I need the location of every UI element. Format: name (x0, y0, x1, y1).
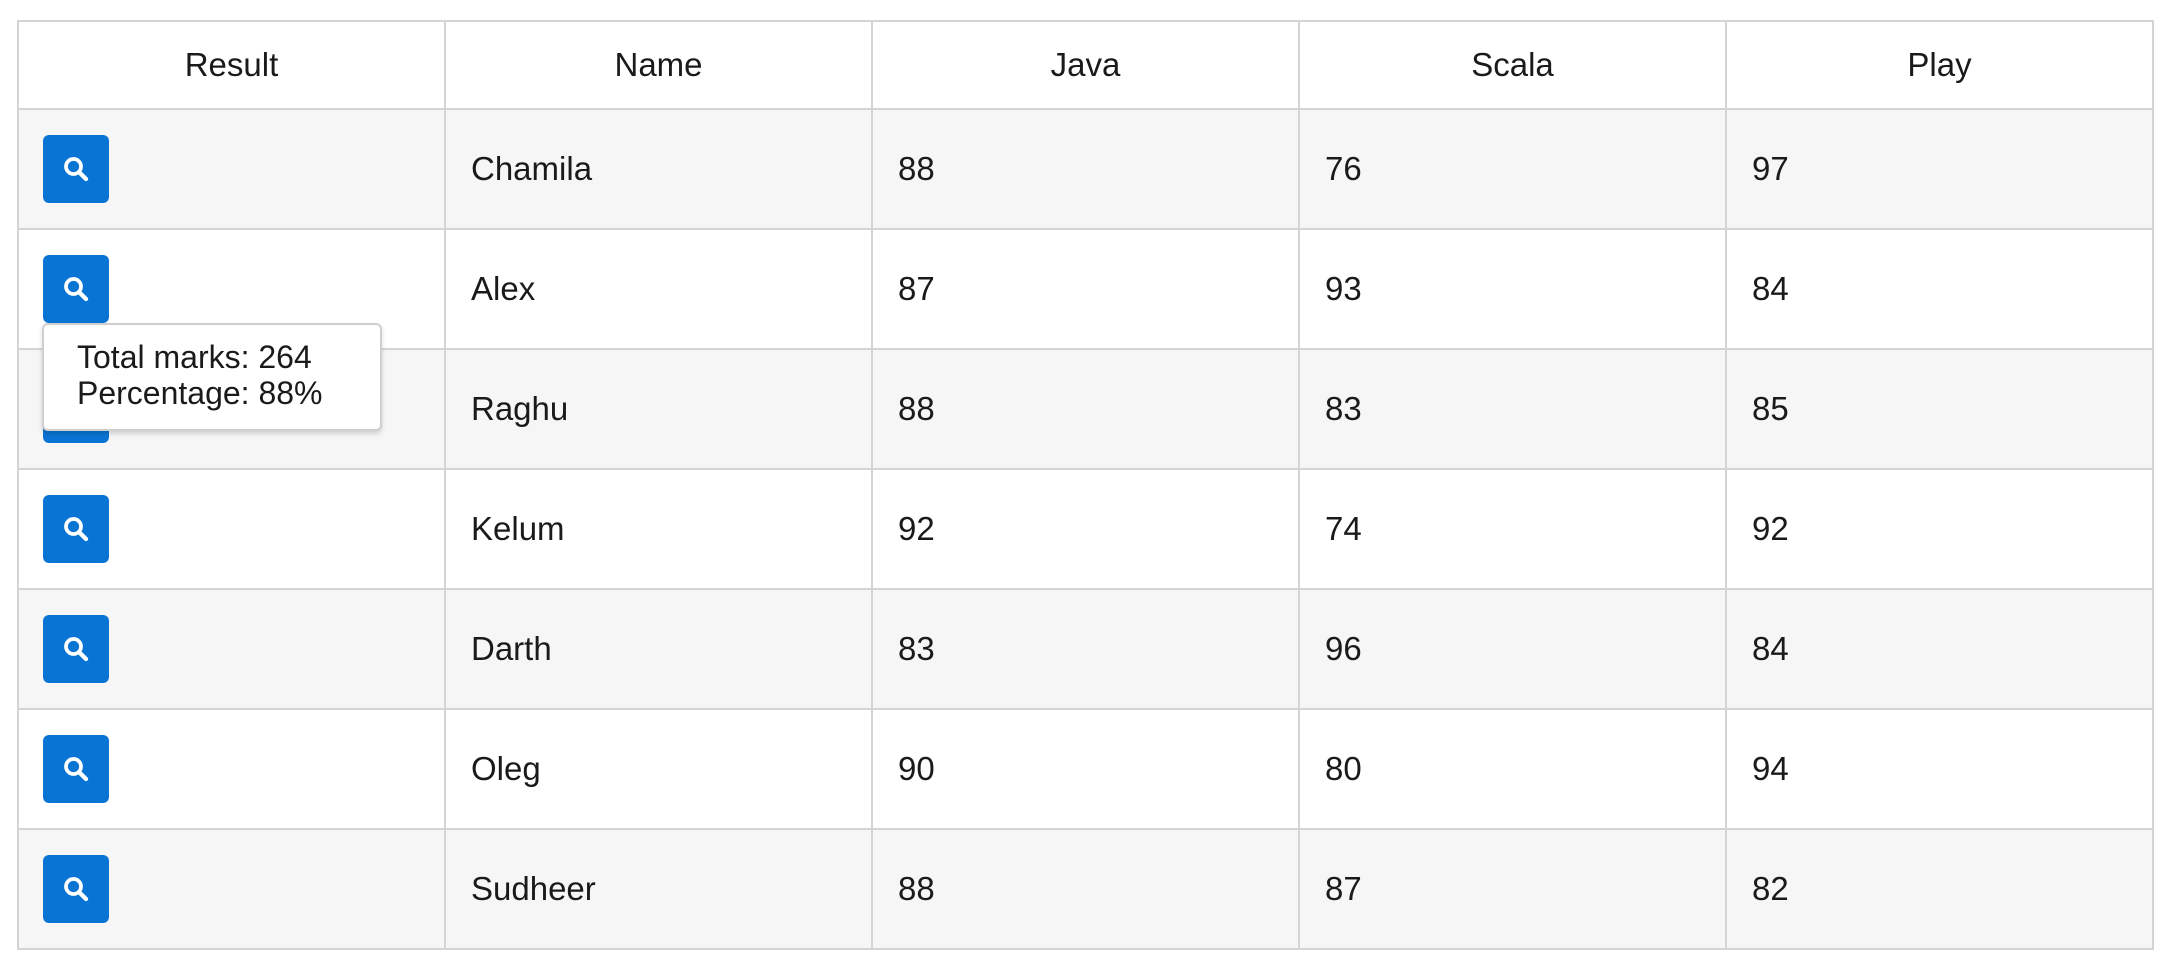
column-header-java: Java (871, 20, 1300, 110)
view-result-button[interactable] (43, 615, 109, 683)
column-header-name: Name (444, 20, 873, 110)
table-body: Chamila 88 76 97 Alex 87 93 84 Raghu 88 83 85 Kelum 9… (17, 108, 2154, 950)
search-icon (64, 637, 89, 662)
cell-java: 87 (871, 228, 1300, 350)
cell-scala: 83 (1298, 348, 1727, 470)
table-row: Alex 87 93 84 (17, 228, 2154, 350)
cell-scala: 87 (1298, 828, 1727, 950)
header-row: Result Name Java Scala Play (17, 20, 2154, 110)
cell-scala: 96 (1298, 588, 1727, 710)
cell-scala: 80 (1298, 708, 1727, 830)
cell-java: 83 (871, 588, 1300, 710)
cell-result (17, 468, 446, 590)
cell-name: Alex (444, 228, 873, 350)
cell-java: 88 (871, 828, 1300, 950)
results-table-container: Result Name Java Scala Play Chamila 88 76 9… (17, 20, 2154, 950)
search-icon (64, 757, 89, 782)
cell-java: 88 (871, 348, 1300, 470)
table-row: Darth 83 96 84 (17, 588, 2154, 710)
tooltip-total-marks: Total marks: 264 (77, 339, 312, 375)
cell-result (17, 108, 446, 230)
search-icon (64, 277, 89, 302)
view-result-button[interactable] (43, 855, 109, 923)
cell-java: 88 (871, 108, 1300, 230)
results-table: Result Name Java Scala Play Chamila 88 76 9… (17, 20, 2154, 950)
cell-scala: 93 (1298, 228, 1727, 350)
search-icon (64, 157, 89, 182)
tooltip-percentage: Percentage: 88% (77, 375, 323, 411)
cell-java: 90 (871, 708, 1300, 830)
cell-name: Chamila (444, 108, 873, 230)
cell-name: Raghu (444, 348, 873, 470)
cell-name: Darth (444, 588, 873, 710)
column-header-scala: Scala (1298, 20, 1727, 110)
search-icon (64, 517, 89, 542)
table-row: Oleg 90 80 94 (17, 708, 2154, 830)
cell-result (17, 588, 446, 710)
cell-result (17, 828, 446, 950)
cell-scala: 76 (1298, 108, 1727, 230)
cell-play: 92 (1725, 468, 2154, 590)
cell-play: 84 (1725, 588, 2154, 710)
cell-name: Kelum (444, 468, 873, 590)
cell-scala: 74 (1298, 468, 1727, 590)
cell-play: 84 (1725, 228, 2154, 350)
cell-result (17, 708, 446, 830)
cell-name: Oleg (444, 708, 873, 830)
cell-java: 92 (871, 468, 1300, 590)
cell-play: 82 (1725, 828, 2154, 950)
table-row: Sudheer 88 87 82 (17, 828, 2154, 950)
cell-play: 94 (1725, 708, 2154, 830)
table-header: Result Name Java Scala Play (17, 20, 2154, 110)
cell-name: Sudheer (444, 828, 873, 950)
table-row: Kelum 92 74 92 (17, 468, 2154, 590)
view-result-button[interactable] (43, 735, 109, 803)
table-row: Chamila 88 76 97 (17, 108, 2154, 230)
view-result-button[interactable] (43, 135, 109, 203)
column-header-result: Result (17, 20, 446, 110)
column-header-play: Play (1725, 20, 2154, 110)
search-icon (64, 877, 89, 902)
cell-play: 97 (1725, 108, 2154, 230)
view-result-button[interactable] (43, 495, 109, 563)
view-result-button[interactable] (43, 255, 109, 323)
cell-play: 85 (1725, 348, 2154, 470)
result-tooltip: Total marks: 264 Percentage: 88% (42, 323, 382, 431)
